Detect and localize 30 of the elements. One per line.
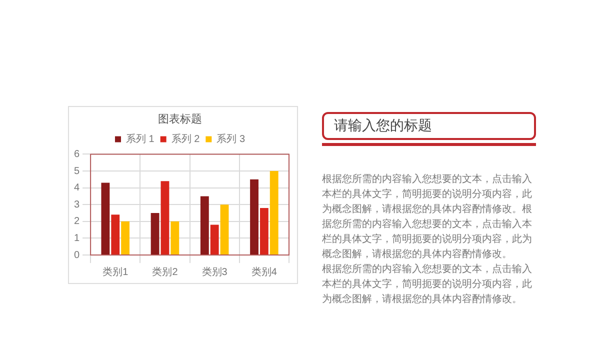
y-tick-label: 1 [74,232,80,244]
y-tick-label: 3 [74,199,80,210]
x-tick-label: 类别1 [102,266,129,278]
bar [210,224,219,254]
bar [170,221,180,254]
bar [270,171,278,254]
x-tick-label: 类别3 [202,266,228,278]
bar [121,221,130,254]
bar [160,181,170,254]
y-tick-label: 2 [74,216,80,228]
x-tick-label: 类别2 [152,266,178,278]
legend-label: 系列 3 [216,132,246,145]
bar [150,213,160,254]
y-tick-label: 5 [74,166,80,177]
chart-title: 图表标题 [158,112,202,126]
legend-label: 系列 1 [126,132,155,145]
bar [111,214,120,254]
bar [250,179,258,254]
text: 请输入您的标题 [322,112,536,140]
legend-label: 系列 2 [171,132,200,145]
y-tick-label: 0 [74,250,80,261]
bar [200,196,209,254]
y-tick-label: 6 [74,148,80,160]
bar [220,204,229,254]
text: 根据您所需的内容输入您想要的文本，点击输入本栏的具体文字，简明扼要的说明分项内容，此为概念图解，请根据您的具体内容酌情修改。根据您所需的内容输入您想要的文本，点击输入本栏的具体文字，简明扼要的说明分项内容，此为概念图解，请根据您的具体内容酌情修改。 [322,172,533,262]
bar [260,208,268,254]
x-tick-label: 类别4 [251,266,278,278]
text: 根据您所需的内容输入您想要的文本，点击输入本栏的具体文字，简明扼要的说明分项内容，此为概念图解，请根据您的具体内容酌情修改。 [322,262,533,307]
y-tick-label: 4 [74,182,80,194]
bar [101,182,110,254]
